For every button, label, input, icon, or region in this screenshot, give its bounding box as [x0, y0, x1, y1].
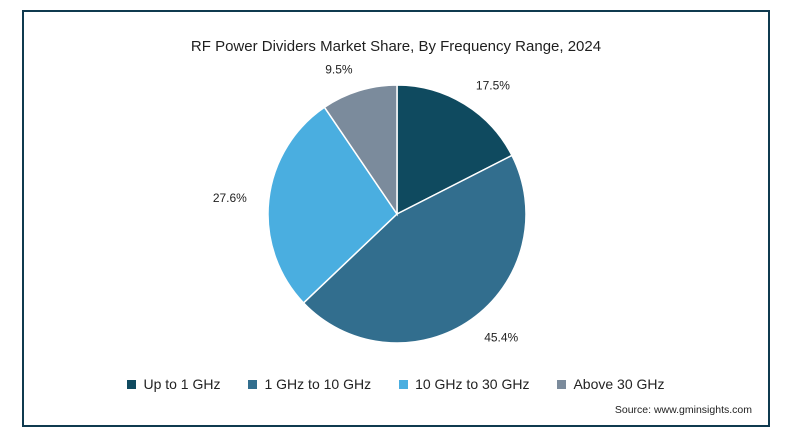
legend-swatch: [557, 379, 567, 389]
slice-label-1: 45.4%: [484, 330, 518, 344]
pie-chart: 17.5% 45.4% 27.6% 9.5%: [213, 63, 527, 344]
legend-swatch: [399, 379, 409, 389]
legend-label: 10 GHz to 30 GHz: [415, 376, 530, 392]
legend-label: 1 GHz to 10 GHz: [264, 376, 372, 392]
legend-item-up-to-1ghz: Up to 1 GHz: [127, 376, 220, 392]
chart-frame: RF Power Dividers Market Share, By Frequ…: [22, 10, 770, 427]
legend-item-above-30ghz: Above 30 GHz: [557, 376, 665, 392]
legend-item-10-to-30ghz: 10 GHz to 30 GHz: [399, 376, 529, 392]
legend-label: Above 30 GHz: [573, 376, 665, 392]
legend-swatch: [127, 379, 137, 389]
legend-item-1-to-10ghz: 1 GHz to 10 GHz: [248, 376, 371, 392]
pie-slice-0: [396, 84, 513, 216]
pie-slice-1: [302, 154, 527, 344]
slice-label-3: 9.5%: [325, 63, 353, 77]
legend-label: Up to 1 GHz: [143, 376, 221, 392]
slice-label-2: 27.6%: [213, 191, 247, 205]
pie-slice-3: [323, 84, 398, 217]
slice-label-0: 17.5%: [476, 78, 510, 92]
pie-slice-2: [267, 106, 398, 304]
source-note: Source: www.gminsights.com: [614, 404, 752, 416]
chart-title: RF Power Dividers Market Share, By Frequ…: [190, 38, 602, 55]
chart-legend: Up to 1 GHz 1 GHz to 10 GHz 10 GHz to 30…: [24, 376, 768, 392]
legend-swatch: [248, 379, 258, 389]
